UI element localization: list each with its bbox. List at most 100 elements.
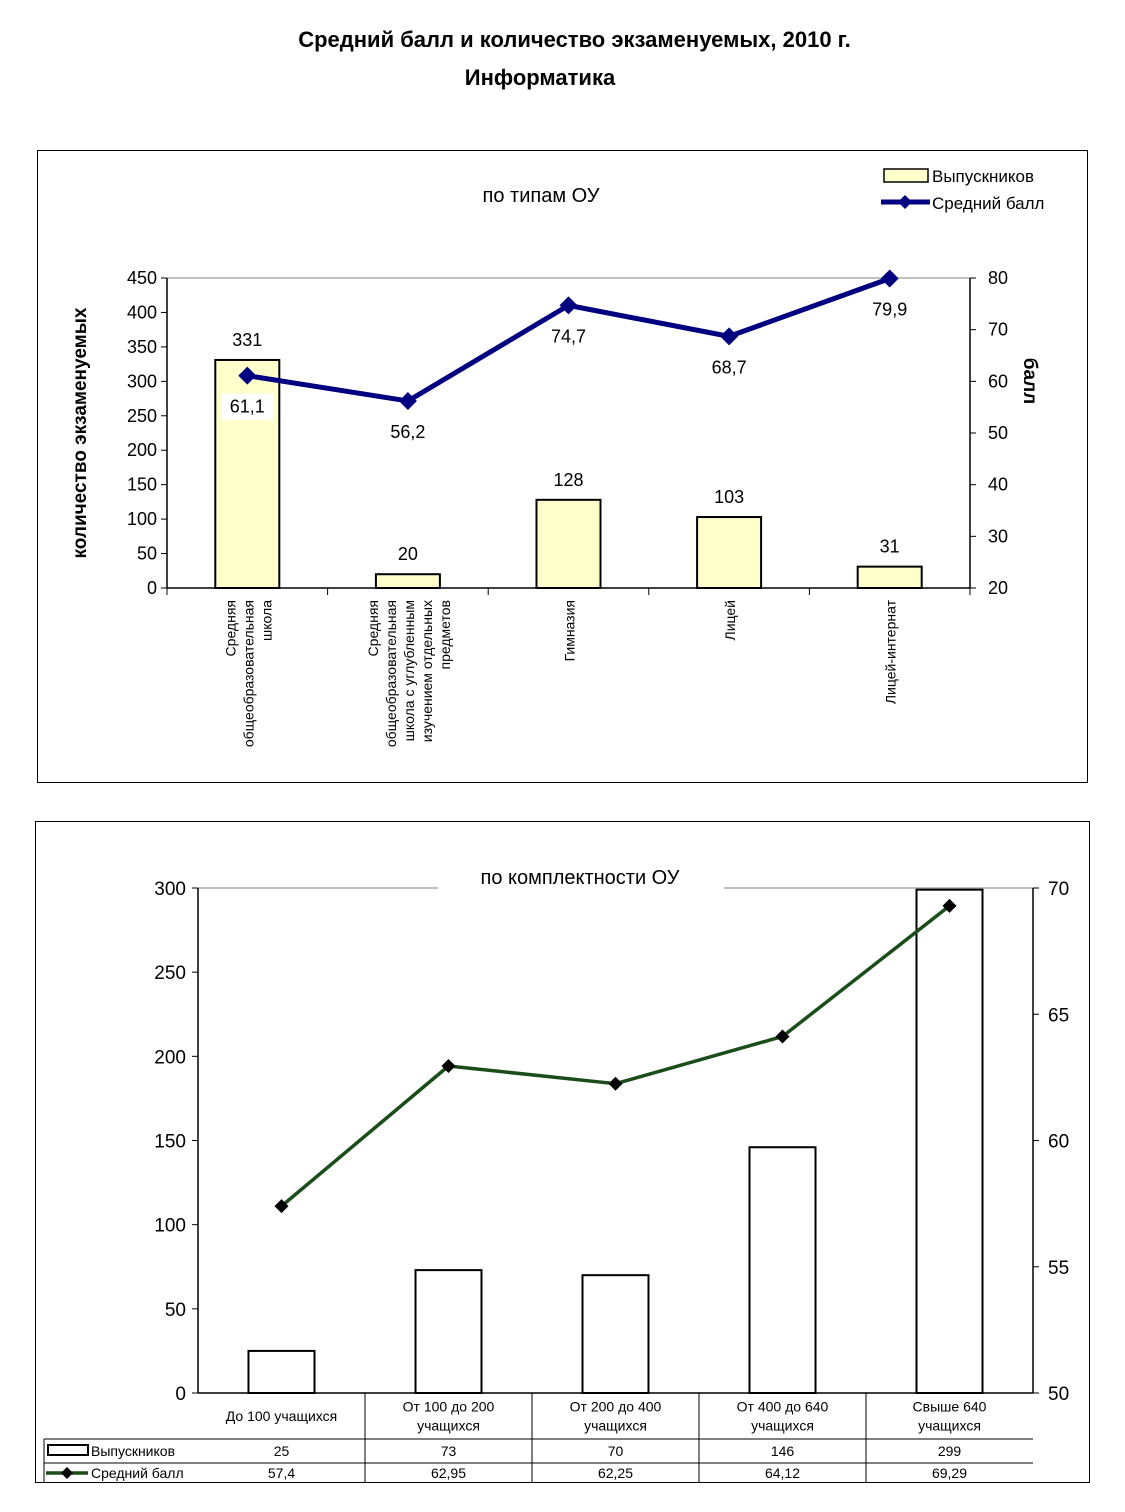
x-category-label: Средняя общеобразовательная школа с углубл… — [365, 600, 453, 747]
x-category-label: Лицей-интернат — [883, 599, 899, 704]
chart-title: по комплектности ОУ — [481, 867, 680, 889]
table-category-label: Свыше 640 — [913, 1399, 987, 1415]
y-tick-label-right: 30 — [988, 526, 1008, 546]
y-axis-title-right: балл — [1019, 358, 1040, 404]
bar — [374, 573, 441, 590]
table-cell: 146 — [771, 1443, 795, 1459]
bar-value-label: 128 — [553, 470, 583, 490]
chart-by-school-type-svg: по типам ОУ Выпускников Средний балл 0 50 100… — [70, 167, 1044, 747]
x-category-label-line: школа — [258, 600, 274, 641]
x-category-label-line: Гимназия — [562, 600, 578, 661]
y-tick-label-left: 0 — [175, 1384, 186, 1405]
y-tick-label-left: 300 — [127, 371, 157, 391]
table-category-label: От 200 до 400 — [570, 1399, 662, 1415]
y-tick-label-right: 50 — [1048, 1384, 1069, 1405]
line-series — [280, 904, 951, 1208]
y-tick-label-left: 50 — [165, 1300, 186, 1321]
line-value-label: 74,7 — [551, 326, 586, 346]
y-tick-label-left: 250 — [127, 406, 157, 426]
bar-value-label: 31 — [880, 537, 900, 557]
y-tick-label-right: 20 — [988, 578, 1008, 598]
y-tick-label-right: 55 — [1048, 1258, 1069, 1279]
x-category-label-line: школа с углубленным — [401, 600, 417, 741]
line-point — [398, 391, 417, 410]
legend-swatch-bars — [883, 168, 929, 183]
table-cell: 64,12 — [765, 1465, 800, 1481]
y-tick-label-right: 65 — [1048, 1005, 1069, 1026]
line-value-label-bg — [542, 323, 595, 350]
y-tick-label-left: 250 — [154, 963, 186, 984]
x-category-label: Лицей — [722, 600, 738, 640]
bar — [856, 565, 923, 589]
y-tick-label-right: 70 — [988, 320, 1008, 340]
line-point — [775, 1029, 790, 1044]
table-cell: 25 — [274, 1443, 290, 1459]
y-tick-label-left: 350 — [127, 337, 157, 357]
x-category-label-line: изучением отдельных — [419, 600, 435, 742]
page-title: Средний балл и количество экзаменуемых, … — [298, 27, 851, 52]
bar-value-label: 20 — [398, 544, 418, 564]
line-point — [274, 1199, 289, 1214]
x-category-label: Гимназия — [562, 600, 578, 661]
y-tick-label-left: 400 — [127, 302, 157, 322]
table-cell: 57,4 — [268, 1465, 295, 1481]
x-category-label-line: общеобразовательная — [383, 600, 399, 747]
chart-title-bg — [438, 862, 724, 894]
y-tick-label-right: 70 — [1048, 879, 1069, 900]
table-category-label: До 100 учащихся — [226, 1408, 337, 1424]
table-cell: 299 — [938, 1443, 962, 1459]
line-value-label: 56,2 — [390, 422, 425, 442]
line-value-label-bg — [703, 354, 756, 381]
x-category-label: Средняя общеобразовательная школа — [222, 600, 274, 747]
y-tick-label-left: 50 — [137, 544, 157, 564]
chart-by-school-size-svg: по комплектности ОУ 0 50 100 150 200 250 300 50 5… — [43, 862, 1069, 1482]
bar — [915, 888, 984, 1395]
line-value-label: 79,9 — [872, 300, 907, 320]
line-value-label-bg — [863, 296, 916, 323]
bar-value-label: 103 — [714, 487, 744, 507]
y-tick-label-left: 300 — [154, 879, 186, 900]
page-subtitle: Информатика — [464, 65, 616, 90]
bar — [581, 1274, 650, 1394]
line-point — [238, 366, 257, 385]
chart-by-school-type: по типам ОУ Выпускников Средний балл 0 50 100… — [37, 150, 1088, 783]
y-tick-label-left: 100 — [154, 1216, 186, 1237]
bar-value-label: 331 — [232, 330, 262, 350]
x-category-label-line: Средняя — [365, 600, 381, 656]
legend-label-bars: Выпускников — [932, 167, 1034, 186]
line-point — [441, 1059, 456, 1074]
legend-marker-line — [898, 195, 912, 209]
table-cell: 62,25 — [598, 1465, 633, 1481]
line-value-label: 68,7 — [712, 357, 747, 377]
x-category-label-line: Лицей-интернат — [883, 599, 899, 704]
y-tick-label-right: 50 — [988, 423, 1008, 443]
table-cell: 62,95 — [431, 1465, 466, 1481]
line-value-label-bg — [381, 418, 434, 445]
y-axis-title-left: количество экзаменуемых — [70, 307, 91, 558]
bar — [696, 516, 763, 589]
y-tick-label-right: 60 — [988, 371, 1008, 391]
y-tick-label-left: 150 — [154, 1132, 186, 1153]
line-point — [880, 269, 899, 288]
chart-by-school-size: по комплектности ОУ 0 50 100 150 200 250 300 50 5… — [35, 821, 1090, 1483]
table-cell: 73 — [441, 1443, 457, 1459]
bar — [748, 1146, 817, 1394]
line-value-label-bg — [221, 393, 274, 420]
x-category-label-line: предметов — [437, 600, 453, 669]
bar — [247, 1349, 316, 1395]
y-tick-label-right: 80 — [988, 268, 1008, 288]
line-value-label: 61,1 — [230, 397, 265, 417]
table-category-label: учащихся — [417, 1418, 480, 1434]
bar — [535, 498, 602, 590]
y-tick-label-left: 150 — [127, 475, 157, 495]
y-tick-label-right: 60 — [1048, 1132, 1069, 1153]
table-legend-marker-line — [61, 1467, 73, 1479]
line-point — [608, 1076, 623, 1091]
line-point — [942, 898, 957, 913]
table-row-label: Средний балл — [91, 1465, 184, 1481]
y-tick-label-left: 450 — [127, 268, 157, 288]
table-row-label: Выпускников — [91, 1443, 175, 1459]
table-category-label: учащихся — [751, 1418, 814, 1434]
table-legend-swatch-bars — [47, 1444, 89, 1456]
y-tick-label-left: 100 — [127, 509, 157, 529]
